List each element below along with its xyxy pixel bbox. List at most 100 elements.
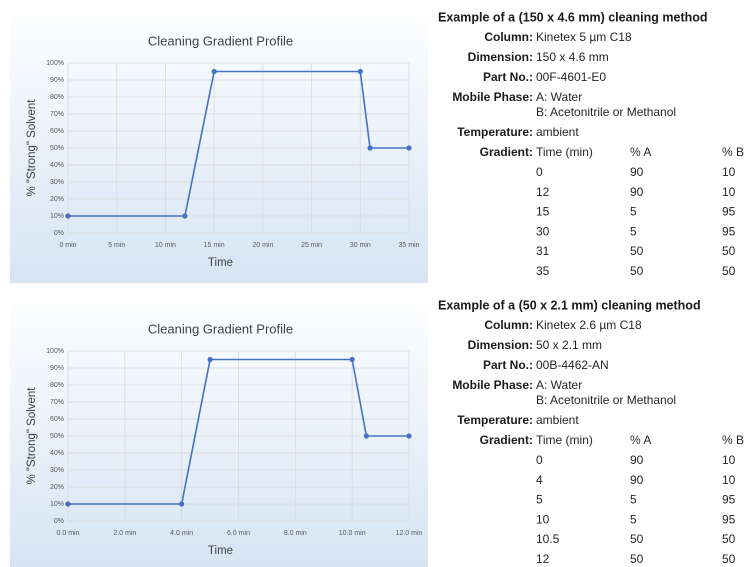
y-tick-label: 40% <box>50 450 64 457</box>
y-tick-label: 20% <box>50 484 64 491</box>
x-tick-label: 0 min <box>59 242 76 249</box>
table-cell: 95 <box>722 512 736 526</box>
table-cell: 10 <box>722 453 736 467</box>
y-tick-label: 50% <box>50 433 64 440</box>
y-tick-label: 100% <box>46 60 64 67</box>
series-line <box>68 70 409 217</box>
field-label: Mobile Phase: <box>452 90 533 104</box>
y-axis-label: % "Strong" Solvent <box>26 387 38 485</box>
table-cell: 15 <box>536 205 550 219</box>
table-cell: 95 <box>722 493 736 507</box>
field-value: ambient <box>536 125 579 139</box>
table-cell: 0 <box>536 165 543 179</box>
data-point <box>182 213 188 219</box>
table-cell: 10 <box>722 473 736 487</box>
field-label: Part No.: <box>483 70 533 84</box>
x-tick-label: 6.0 min <box>227 530 250 537</box>
x-axis-label: Time <box>208 545 233 557</box>
table-cell: 10 <box>536 512 550 526</box>
x-tick-label: 2.0 min <box>113 530 136 537</box>
table-cell: 50 <box>630 264 644 278</box>
field-value: B: Acetonitrile or Methanol <box>536 105 676 119</box>
table-cell: 5 <box>630 205 637 219</box>
table-cell: 50 <box>630 532 644 546</box>
field-value: A: Water <box>536 378 582 392</box>
data-point <box>363 433 369 439</box>
table-cell: 95 <box>722 224 736 238</box>
table-cell: 90 <box>630 185 644 199</box>
table-cell: 50 <box>722 264 736 278</box>
table-cell: 10 <box>722 185 736 199</box>
table-cell: 12 <box>536 185 550 199</box>
y-tick-label: 30% <box>50 179 64 186</box>
data-point <box>65 213 71 219</box>
x-axis-label: Time <box>208 257 233 269</box>
field-value: 00F-4601-E0 <box>536 70 606 84</box>
table-cell: 50 <box>722 532 736 546</box>
x-tick-label: 10.0 min <box>339 530 366 537</box>
table-cell: 30 <box>536 224 550 238</box>
table-header: Time (min) <box>536 433 593 447</box>
table-cell: 95 <box>722 205 736 219</box>
chart-title: Cleaning Gradient Profile <box>148 321 293 336</box>
field-value: B: Acetonitrile or Methanol <box>536 393 676 407</box>
table-cell: 5 <box>536 493 543 507</box>
field-label: Dimension: <box>468 338 533 352</box>
field-label: Column: <box>484 318 533 332</box>
data-point <box>211 68 217 75</box>
y-axis-label: % "Strong" Solvent <box>26 99 38 197</box>
field-label: Column: <box>484 30 533 44</box>
data-point <box>207 356 213 363</box>
table-cell: 90 <box>630 165 644 179</box>
x-tick-label: 15 min <box>204 242 225 249</box>
y-tick-label: 80% <box>50 382 64 389</box>
x-tick-label: 0.0 min <box>57 530 80 537</box>
y-tick-label: 10% <box>50 501 64 508</box>
y-tick-label: 20% <box>50 196 64 203</box>
x-tick-label: 20 min <box>252 242 273 249</box>
table-header: % A <box>630 145 651 159</box>
data-point <box>367 145 373 151</box>
y-tick-label: 100% <box>46 348 64 355</box>
table-cell: 5 <box>630 493 637 507</box>
table-cell: 90 <box>630 473 644 487</box>
table-cell: 50 <box>722 552 736 566</box>
y-tick-label: 90% <box>50 77 64 84</box>
chart-panel <box>10 0 428 283</box>
table-cell: 0 <box>536 453 543 467</box>
field-label: Mobile Phase: <box>452 378 533 392</box>
field-label: Part No.: <box>483 358 533 372</box>
table-header: % A <box>630 433 651 447</box>
table-cell: 90 <box>630 453 644 467</box>
field-value: 50 x 2.1 mm <box>536 338 602 352</box>
field-label: Temperature: <box>457 413 533 427</box>
series-line <box>68 358 409 505</box>
data-point <box>406 433 412 439</box>
method-title: Example of a (150 x 4.6 mm) cleaning met… <box>438 10 708 24</box>
field-label: Gradient: <box>480 433 533 447</box>
chart-panel <box>10 288 428 567</box>
table-cell: 50 <box>630 552 644 566</box>
table-cell: 12 <box>536 552 550 566</box>
field-value: A: Water <box>536 90 582 104</box>
table-header: % B <box>722 145 744 159</box>
table-header: % B <box>722 433 744 447</box>
table-cell: 50 <box>630 244 644 258</box>
field-value: Kinetex 5 µm C18 <box>536 30 632 44</box>
x-tick-label: 5 min <box>108 242 125 249</box>
y-tick-label: 0% <box>54 518 64 525</box>
y-tick-label: 30% <box>50 467 64 474</box>
x-tick-label: 4.0 min <box>170 530 193 537</box>
x-tick-label: 35 min <box>398 242 419 249</box>
data-point <box>65 501 71 507</box>
field-value: 00B-4462-AN <box>536 358 609 372</box>
data-point <box>349 356 355 363</box>
x-tick-label: 8.0 min <box>284 530 307 537</box>
x-tick-label: 25 min <box>301 242 322 249</box>
field-label: Dimension: <box>468 50 533 64</box>
table-cell: 10.5 <box>536 532 560 546</box>
y-tick-label: 60% <box>50 128 64 135</box>
x-tick-label: 10 min <box>155 242 176 249</box>
table-cell: 50 <box>722 244 736 258</box>
